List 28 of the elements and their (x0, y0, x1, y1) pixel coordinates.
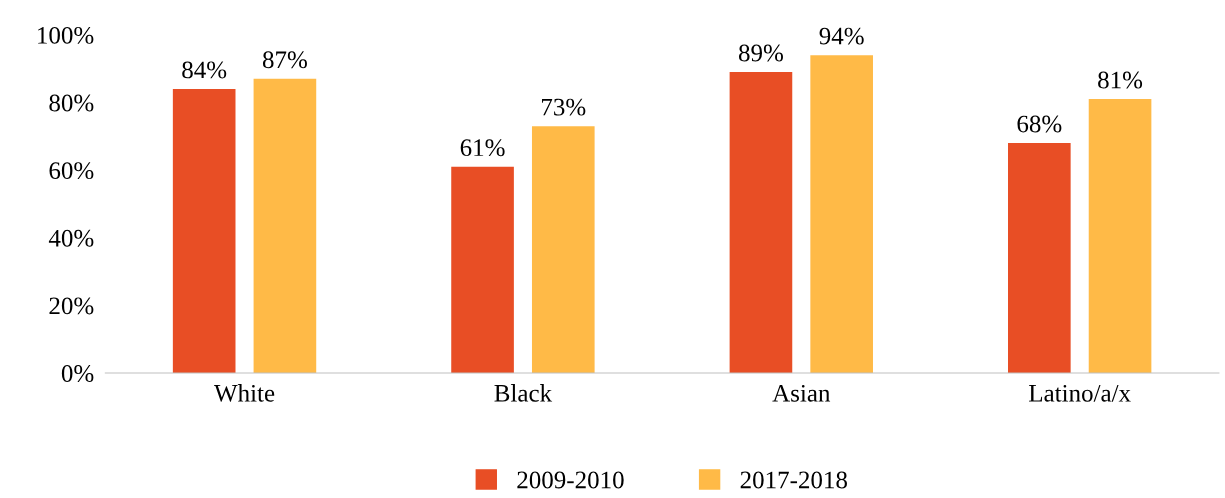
x-tick-label: Asian (772, 384, 831, 402)
y-tick-label: 40% (48, 229, 94, 247)
legend-label: 2017-2018 (740, 471, 847, 489)
legend-label: 2009-2010 (517, 471, 624, 489)
bar (1088, 99, 1152, 373)
x-tick-label: Latino/a/x (1029, 384, 1131, 402)
data-label: 73% (542, 98, 586, 116)
y-tick-label: 60% (49, 162, 94, 180)
x-tick-label: White (214, 384, 275, 402)
y-tick-label: 20% (49, 297, 94, 315)
bar (1008, 143, 1071, 373)
bar (451, 166, 514, 373)
bar (810, 55, 873, 373)
bar (729, 72, 793, 373)
data-label: 84% (182, 61, 227, 79)
data-label: 68% (1017, 115, 1062, 133)
y-tick-label: 80% (49, 94, 94, 112)
y-tick-label: 100% (38, 26, 94, 44)
x-tick-label: Black (494, 384, 553, 402)
data-label: 81% (1098, 71, 1143, 89)
data-label: 89% (738, 44, 783, 62)
data-label: 87% (262, 51, 307, 69)
y-tick-label: 0% (61, 365, 94, 382)
bar (531, 126, 595, 373)
bar (253, 78, 317, 373)
bar (172, 88, 236, 373)
data-label: 61% (460, 139, 505, 157)
data-label: 94% (819, 27, 864, 45)
